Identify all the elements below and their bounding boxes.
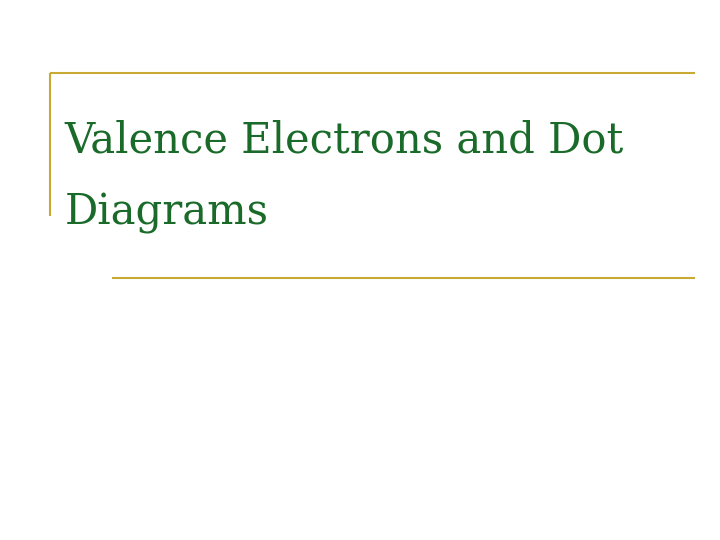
Text: Valence Electrons and Dot: Valence Electrons and Dot <box>65 119 624 161</box>
Text: Diagrams: Diagrams <box>65 192 269 234</box>
